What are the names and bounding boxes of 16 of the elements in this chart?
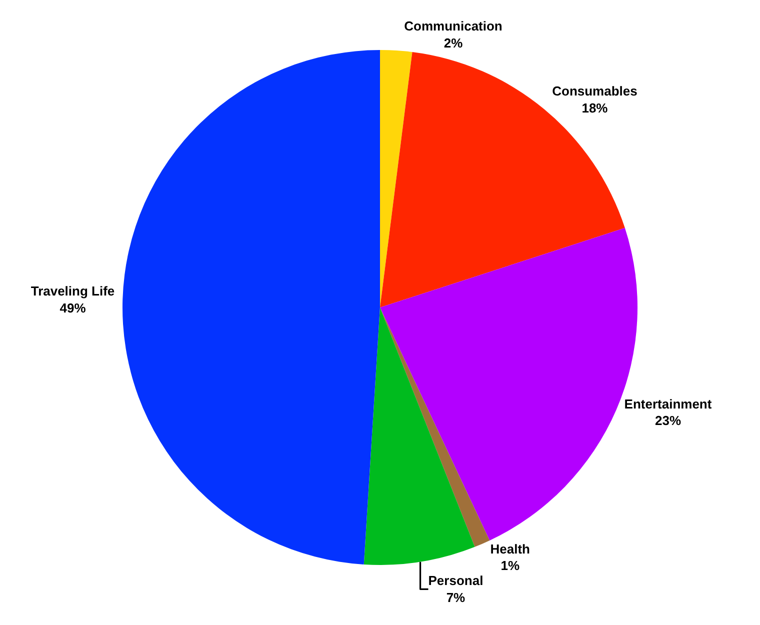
slice-label: Entertainment xyxy=(624,396,712,412)
slice-label: Consumables xyxy=(552,84,638,99)
data-label: 49% xyxy=(60,300,86,316)
data-label: 2% xyxy=(444,36,464,51)
slice-label: Communication xyxy=(404,18,502,34)
pie-slice xyxy=(122,50,380,564)
data-label: 7% xyxy=(446,590,466,606)
data-label: 1% xyxy=(500,558,520,574)
slice-label: Personal xyxy=(428,573,484,588)
pie-slice xyxy=(380,50,412,308)
slice-label: Traveling Life xyxy=(30,283,115,298)
data-label: 18% xyxy=(582,100,608,116)
pie-slice xyxy=(364,308,475,565)
pie-slice xyxy=(380,308,490,547)
slice-label: Health xyxy=(490,541,530,556)
data-label: 23% xyxy=(654,413,682,428)
